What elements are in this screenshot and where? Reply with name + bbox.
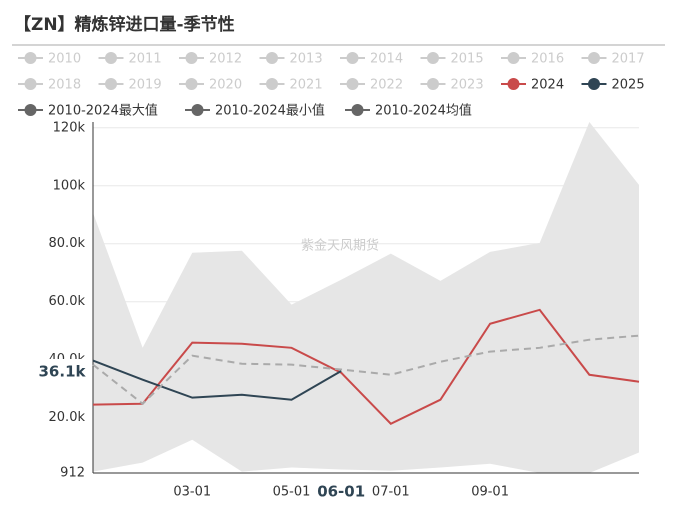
legend-icon-dot bbox=[105, 78, 117, 90]
legend-icon-dot bbox=[105, 52, 117, 64]
watermark: 紫金天风期货 bbox=[301, 238, 379, 254]
x-tick-label: 05-01 bbox=[273, 485, 311, 500]
legend-label: 2012 bbox=[209, 52, 242, 67]
legend-item[interactable]: 2023 bbox=[420, 78, 484, 93]
series-line bbox=[92, 308, 640, 425]
legend-label: 2010-2024最大值 bbox=[48, 103, 158, 119]
legend-item[interactable]: 2019 bbox=[98, 78, 162, 93]
y-tick-label: 120k bbox=[53, 120, 86, 135]
legend-item[interactable]: 2010 bbox=[18, 52, 81, 67]
legend-icon-dot bbox=[427, 52, 439, 64]
legend-item[interactable]: 2022 bbox=[340, 78, 403, 93]
x-tick-label: 09-01 bbox=[471, 485, 509, 500]
legend-icon-dot bbox=[588, 78, 600, 90]
legend-item[interactable]: 2010-2024最小值 bbox=[185, 103, 325, 119]
legend-item[interactable]: 2014 bbox=[340, 52, 403, 67]
y-tick-label: 80.0k bbox=[49, 236, 86, 251]
legend-item[interactable]: 2016 bbox=[501, 52, 564, 67]
y-tick-label: 60.0k bbox=[49, 294, 86, 309]
legend-label: 2023 bbox=[451, 78, 484, 93]
y-tick-label: 100k bbox=[53, 178, 86, 193]
legend-icon-dot bbox=[185, 78, 198, 90]
legend-item[interactable]: 2010-2024均值 bbox=[345, 103, 472, 119]
legend-icon-dot bbox=[266, 78, 278, 90]
legend-label: 2025 bbox=[612, 78, 645, 93]
legend-item[interactable]: 2018 bbox=[18, 78, 81, 93]
legend-label: 2019 bbox=[129, 78, 162, 93]
series-line bbox=[92, 359, 342, 401]
legend-item[interactable]: 2013 bbox=[259, 52, 323, 67]
legend-icon-dot bbox=[346, 52, 359, 64]
legend-icon-dot bbox=[588, 52, 600, 64]
band-min-area bbox=[93, 439, 639, 473]
legend-label: 2024 bbox=[531, 78, 564, 93]
legend-item[interactable]: 2015 bbox=[420, 52, 484, 67]
legend-icon-dot bbox=[191, 104, 204, 116]
legend-label: 2010-2024最小值 bbox=[215, 103, 325, 119]
legend-icon-dot bbox=[24, 52, 37, 64]
x-pointer-label-bg bbox=[313, 481, 370, 503]
y-tick-label: 912 bbox=[60, 466, 85, 481]
legend-label: 2010-2024均值 bbox=[375, 103, 472, 119]
legend-label: 2013 bbox=[290, 52, 323, 67]
legend-item[interactable]: 2017 bbox=[581, 52, 645, 67]
legend-item[interactable]: 2024 bbox=[501, 78, 564, 93]
legend-label: 2017 bbox=[612, 52, 645, 67]
legend-icon-dot bbox=[185, 52, 198, 64]
chart-title: 【ZN】精炼锌进口量-季节性 bbox=[14, 14, 235, 35]
legend-icon-dot bbox=[266, 52, 278, 64]
legend-icon-dot bbox=[346, 78, 359, 90]
legend-label: 2016 bbox=[531, 52, 564, 67]
y-pointer-label-bg bbox=[33, 358, 90, 383]
legend-item[interactable]: 2010-2024最大值 bbox=[18, 103, 158, 119]
legend-label: 2014 bbox=[370, 52, 403, 67]
legend-item[interactable]: 2020 bbox=[179, 78, 242, 93]
legend-item[interactable]: 2012 bbox=[179, 52, 242, 67]
legend-label: 2021 bbox=[290, 78, 323, 93]
x-tick-label: 03-01 bbox=[173, 485, 211, 500]
legend-icon-dot bbox=[427, 78, 439, 90]
legend-label: 2015 bbox=[451, 52, 484, 67]
legend-item[interactable]: 2021 bbox=[259, 78, 323, 93]
series-line bbox=[92, 334, 640, 406]
legend-label: 2020 bbox=[209, 78, 242, 93]
legend-icon-dot bbox=[507, 78, 520, 90]
x-tick-label: 07-01 bbox=[372, 485, 410, 500]
x-pointer-label: 06-01 bbox=[317, 483, 365, 501]
y-pointer-label: 36.1k bbox=[39, 362, 87, 380]
legend-icon-dot bbox=[507, 52, 520, 64]
legend-item[interactable]: 2025 bbox=[581, 78, 645, 93]
legend-label: 2011 bbox=[129, 52, 162, 67]
legend-label: 2018 bbox=[48, 78, 81, 93]
legend-icon-dot bbox=[351, 104, 364, 116]
legend-label: 2010 bbox=[48, 52, 81, 67]
band-max-area bbox=[93, 122, 639, 473]
legend-label: 2022 bbox=[370, 78, 403, 93]
legend-icon-dot bbox=[24, 104, 37, 116]
legend-icon-dot bbox=[24, 78, 37, 90]
legend-item[interactable]: 2011 bbox=[98, 52, 162, 67]
y-tick-label: 20.0k bbox=[49, 410, 86, 425]
